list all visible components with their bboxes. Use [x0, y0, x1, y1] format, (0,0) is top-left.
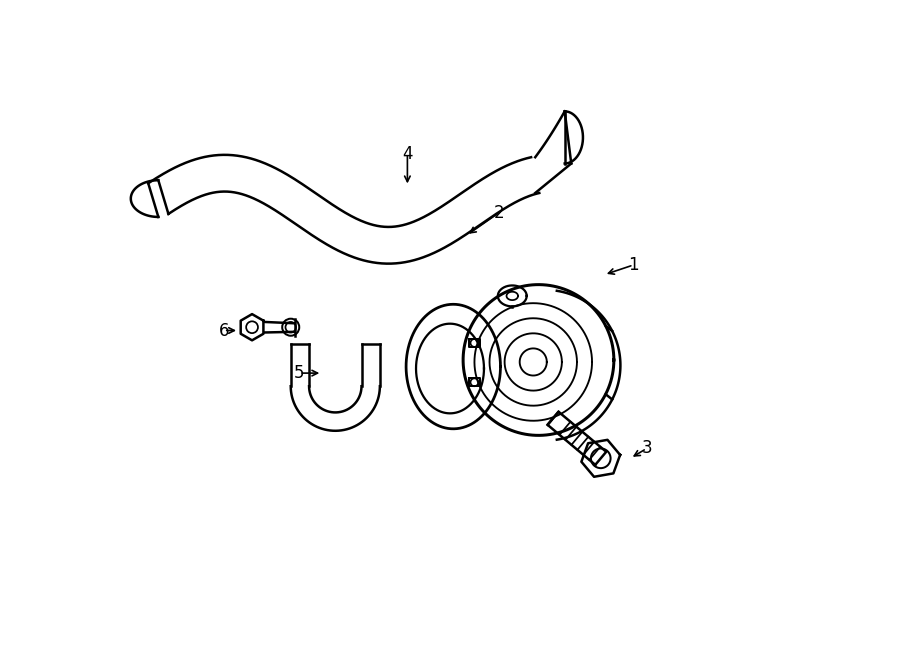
Text: 2: 2 — [494, 204, 505, 221]
Text: 5: 5 — [294, 364, 304, 382]
Text: 3: 3 — [642, 440, 652, 457]
Text: 4: 4 — [402, 145, 412, 163]
Text: 1: 1 — [628, 256, 639, 274]
Text: 6: 6 — [219, 321, 230, 340]
